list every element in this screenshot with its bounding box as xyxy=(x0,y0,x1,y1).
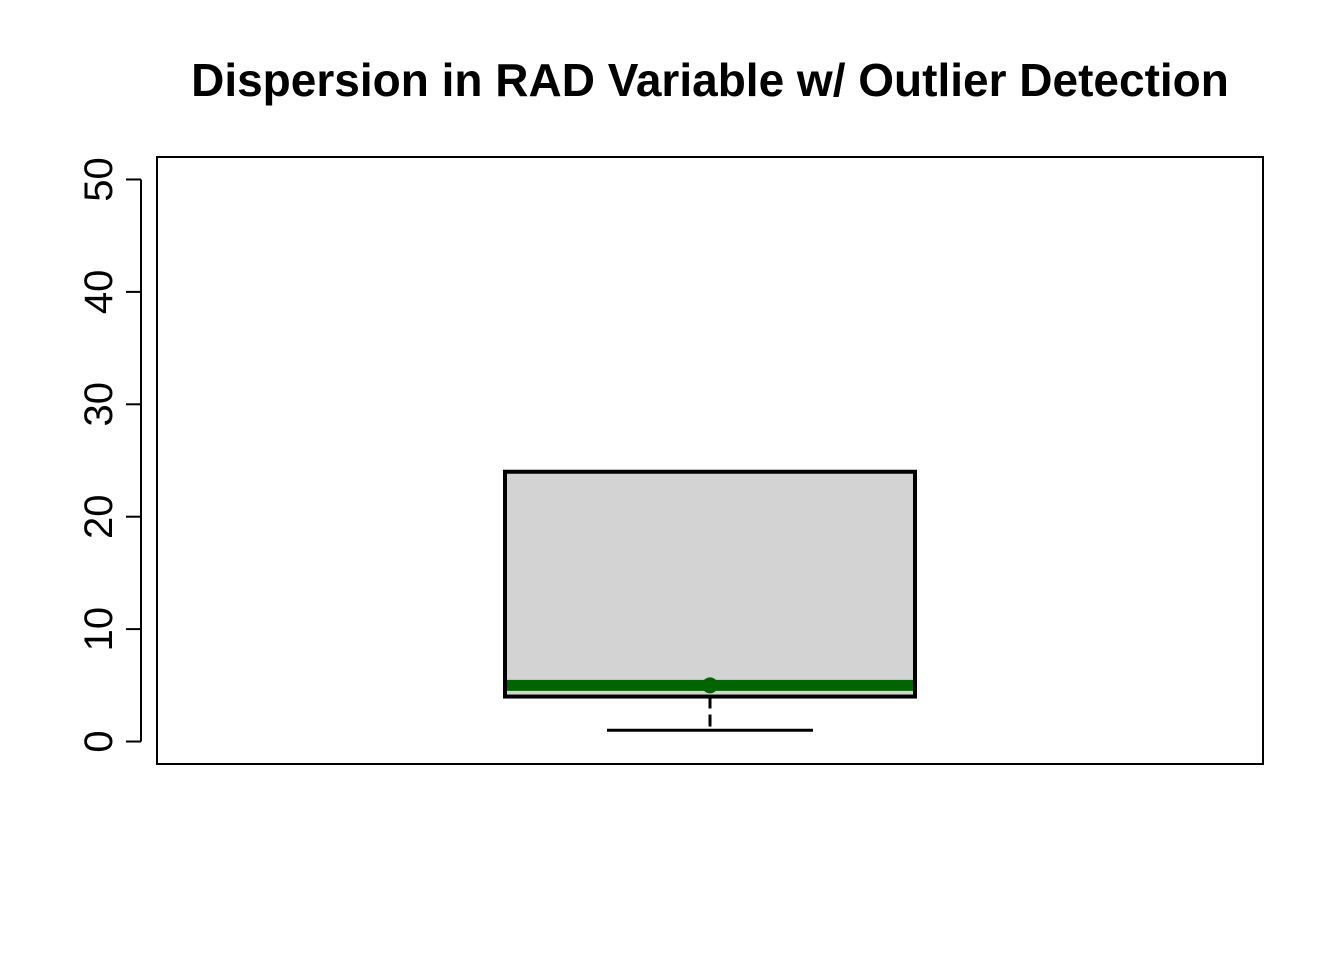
y-tick-label-30: 30 xyxy=(77,382,121,427)
y-axis: 0 10 20 30 40 50 xyxy=(77,157,142,753)
y-tick-label-0: 0 xyxy=(77,730,121,752)
y-tick-label-40: 40 xyxy=(77,270,121,315)
plot-frame xyxy=(156,156,1264,765)
chart-title: Dispersion in RAD Variable w/ Outlier De… xyxy=(191,54,1229,106)
mean-point xyxy=(702,677,718,694)
y-tick-label-10: 10 xyxy=(77,607,121,652)
y-tick-label-50: 50 xyxy=(77,157,121,202)
y-tick-label-20: 20 xyxy=(77,494,121,539)
box-body xyxy=(503,469,917,699)
box-plot xyxy=(503,469,917,732)
